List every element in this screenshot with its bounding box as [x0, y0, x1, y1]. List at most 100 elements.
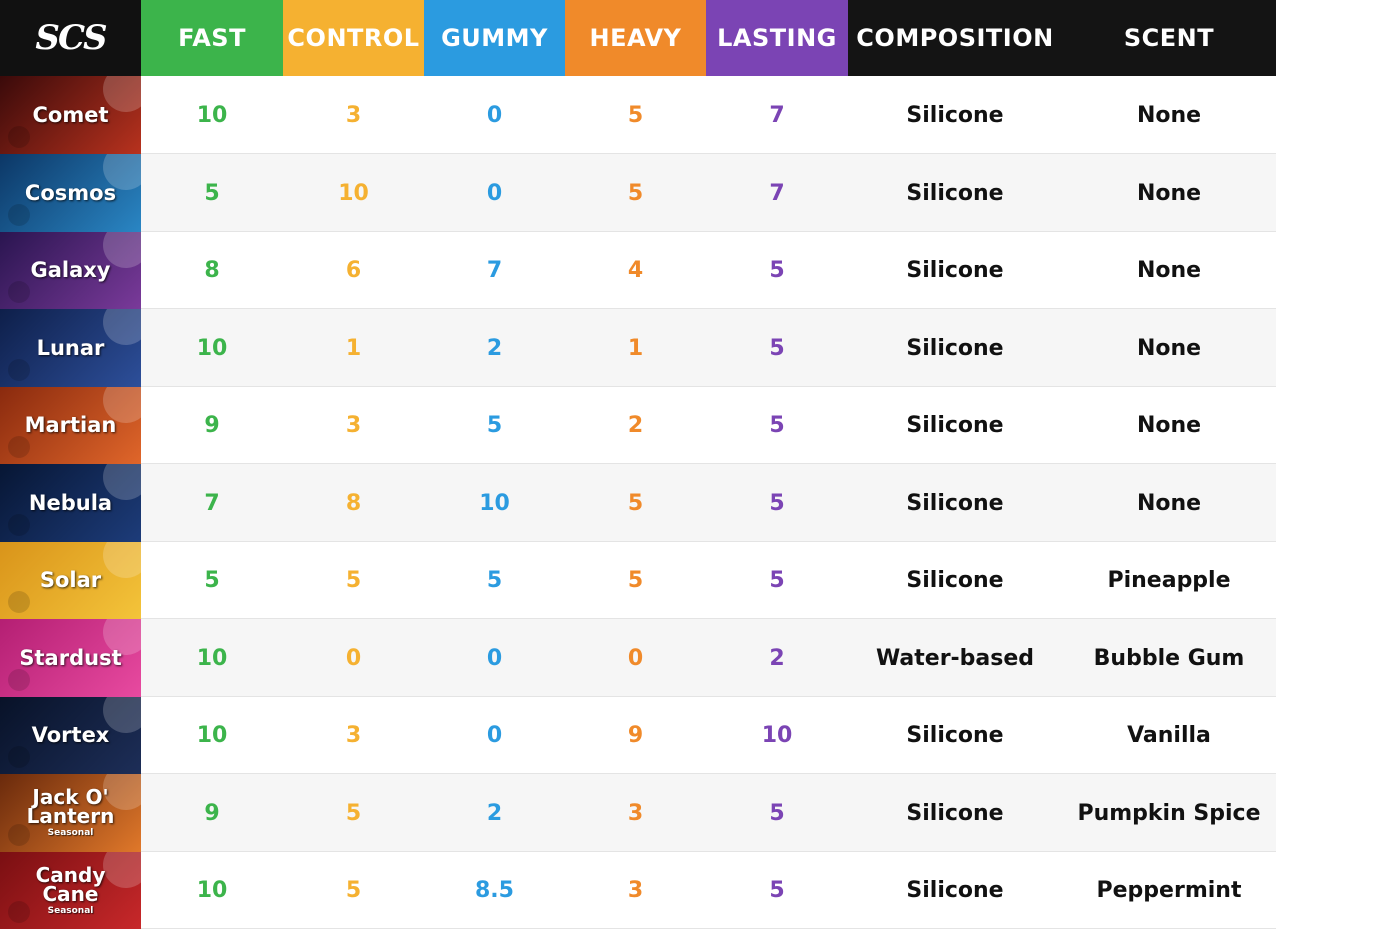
composition-value: Silicone: [906, 800, 1004, 826]
gummy-value: 7: [486, 258, 503, 283]
table-row: Lunar 10 1 2 1 5 Silicone None: [0, 309, 1276, 387]
fast-value: 10: [196, 878, 228, 903]
brand-logo: SCS: [0, 0, 141, 76]
lasting-value: 5: [769, 335, 785, 361]
product-name-cell: Jack O' Lantern Seasonal: [0, 774, 141, 852]
lasting-value: 10: [761, 723, 793, 748]
product-name-cell: Nebula: [0, 464, 141, 542]
table-row: Vortex 10 3 0 9 10 Silicone Vanilla: [0, 697, 1276, 774]
product-name-cell: Comet: [0, 76, 141, 154]
header-lasting: LASTING: [706, 0, 848, 76]
heavy-value: 2: [627, 413, 644, 438]
fast-value: 10: [196, 723, 228, 748]
planet-decoration: [103, 542, 141, 578]
product-name-cell: Vortex: [0, 697, 141, 774]
lasting-value: 5: [769, 878, 785, 903]
product-name: Martian: [24, 413, 117, 437]
planet-decoration: [8, 359, 30, 381]
header-control: CONTROL: [283, 0, 424, 76]
lasting-value: 2: [769, 645, 785, 671]
gummy-value: 2: [486, 800, 503, 826]
gummy-value: 10: [479, 490, 510, 516]
fast-value: 10: [196, 335, 228, 361]
scent-value: None: [1136, 258, 1202, 283]
header-scent: SCENT: [1062, 0, 1276, 76]
product-name: Candy Cane: [35, 862, 106, 906]
scent-value: None: [1136, 180, 1202, 206]
fast-value: 10: [196, 102, 228, 128]
composition-value: Silicone: [906, 335, 1004, 361]
row-divider: [141, 851, 1276, 852]
fast-value: 5: [204, 568, 220, 593]
table-row: Comet 10 3 0 5 7 Silicone None: [0, 76, 1276, 154]
row-divider: [141, 618, 1276, 619]
heavy-value: 4: [627, 258, 644, 283]
header-fast: FAST: [141, 0, 283, 76]
fast-value: 9: [204, 413, 220, 438]
heavy-value: 1: [627, 335, 644, 361]
lasting-value: 5: [769, 413, 785, 438]
scent-value: Bubble Gum: [1093, 645, 1245, 671]
lasting-value: 5: [769, 490, 785, 516]
lasting-value: 5: [769, 568, 785, 593]
gummy-value: 5: [486, 568, 503, 593]
heavy-value: 3: [627, 800, 644, 826]
lasting-value: 7: [769, 180, 785, 206]
gummy-value: 0: [486, 180, 503, 206]
heavy-value: 5: [627, 102, 644, 128]
scent-value: Pumpkin Spice: [1077, 800, 1261, 826]
product-name: Cosmos: [24, 180, 117, 205]
lasting-value: 7: [769, 102, 785, 128]
planet-decoration: [8, 591, 30, 613]
composition-value: Silicone: [906, 102, 1004, 128]
composition-value: Silicone: [906, 568, 1004, 593]
row-divider: [141, 308, 1276, 309]
product-name: Lunar: [36, 335, 105, 360]
seasonal-label: Seasonal: [47, 905, 94, 916]
heavy-value: 5: [627, 180, 644, 206]
composition-value: Silicone: [906, 490, 1004, 516]
table-row: Jack O' Lantern Seasonal 9 5 2 3 5 Silicone Pump…: [0, 774, 1276, 852]
logo-text: SCS: [35, 18, 107, 58]
row-divider: [141, 773, 1276, 774]
row-divider: [141, 386, 1276, 387]
row-divider: [141, 231, 1276, 232]
fast-value: 5: [204, 180, 220, 206]
table-row: Candy Cane Seasonal 10 5 8.5 3 5 Silicone Pepper…: [0, 852, 1276, 929]
fast-value: 10: [196, 645, 228, 671]
planet-decoration: [103, 309, 141, 345]
scent-value: None: [1136, 335, 1202, 361]
product-name-cell: Lunar: [0, 309, 141, 387]
gummy-value: 0: [486, 102, 503, 128]
table-row: Cosmos 5 10 0 5 7 Silicone None: [0, 154, 1276, 232]
table-row: Martian 9 3 5 2 5 Silicone None: [0, 387, 1276, 464]
composition-value: Water-based: [875, 645, 1035, 671]
gummy-value: 8.5: [475, 878, 514, 903]
product-name: Comet: [32, 102, 109, 127]
scent-value: Peppermint: [1096, 878, 1242, 903]
product-name: Nebula: [28, 490, 113, 515]
table-row: Nebula 7 8 10 5 5 Silicone None: [0, 464, 1276, 542]
header-gummy: GUMMY: [424, 0, 565, 76]
planet-decoration: [8, 281, 30, 303]
product-name-cell: Candy Cane Seasonal: [0, 852, 141, 929]
row-divider: [141, 696, 1276, 697]
scent-value: None: [1136, 413, 1202, 438]
heavy-value: 0: [627, 645, 644, 671]
product-name: Solar: [39, 568, 102, 592]
gummy-value: 2: [486, 335, 503, 361]
composition-value: Silicone: [906, 413, 1004, 438]
row-divider: [141, 541, 1276, 542]
product-name-cell: Stardust: [0, 619, 141, 697]
gummy-value: 0: [486, 645, 503, 671]
product-name: Jack O' Lantern: [26, 785, 115, 828]
table-row: Solar 5 5 5 5 5 Silicone Pineapple: [0, 542, 1276, 619]
planet-decoration: [8, 436, 30, 458]
table-row: Galaxy 8 6 7 4 5 Silicone None: [0, 232, 1276, 309]
header-composition: COMPOSITION: [848, 0, 1062, 76]
row-divider: [141, 153, 1276, 154]
control-value: 10: [338, 180, 369, 206]
control-value: 5: [345, 800, 362, 826]
product-name: Galaxy: [30, 258, 111, 282]
lasting-value: 5: [769, 258, 785, 283]
